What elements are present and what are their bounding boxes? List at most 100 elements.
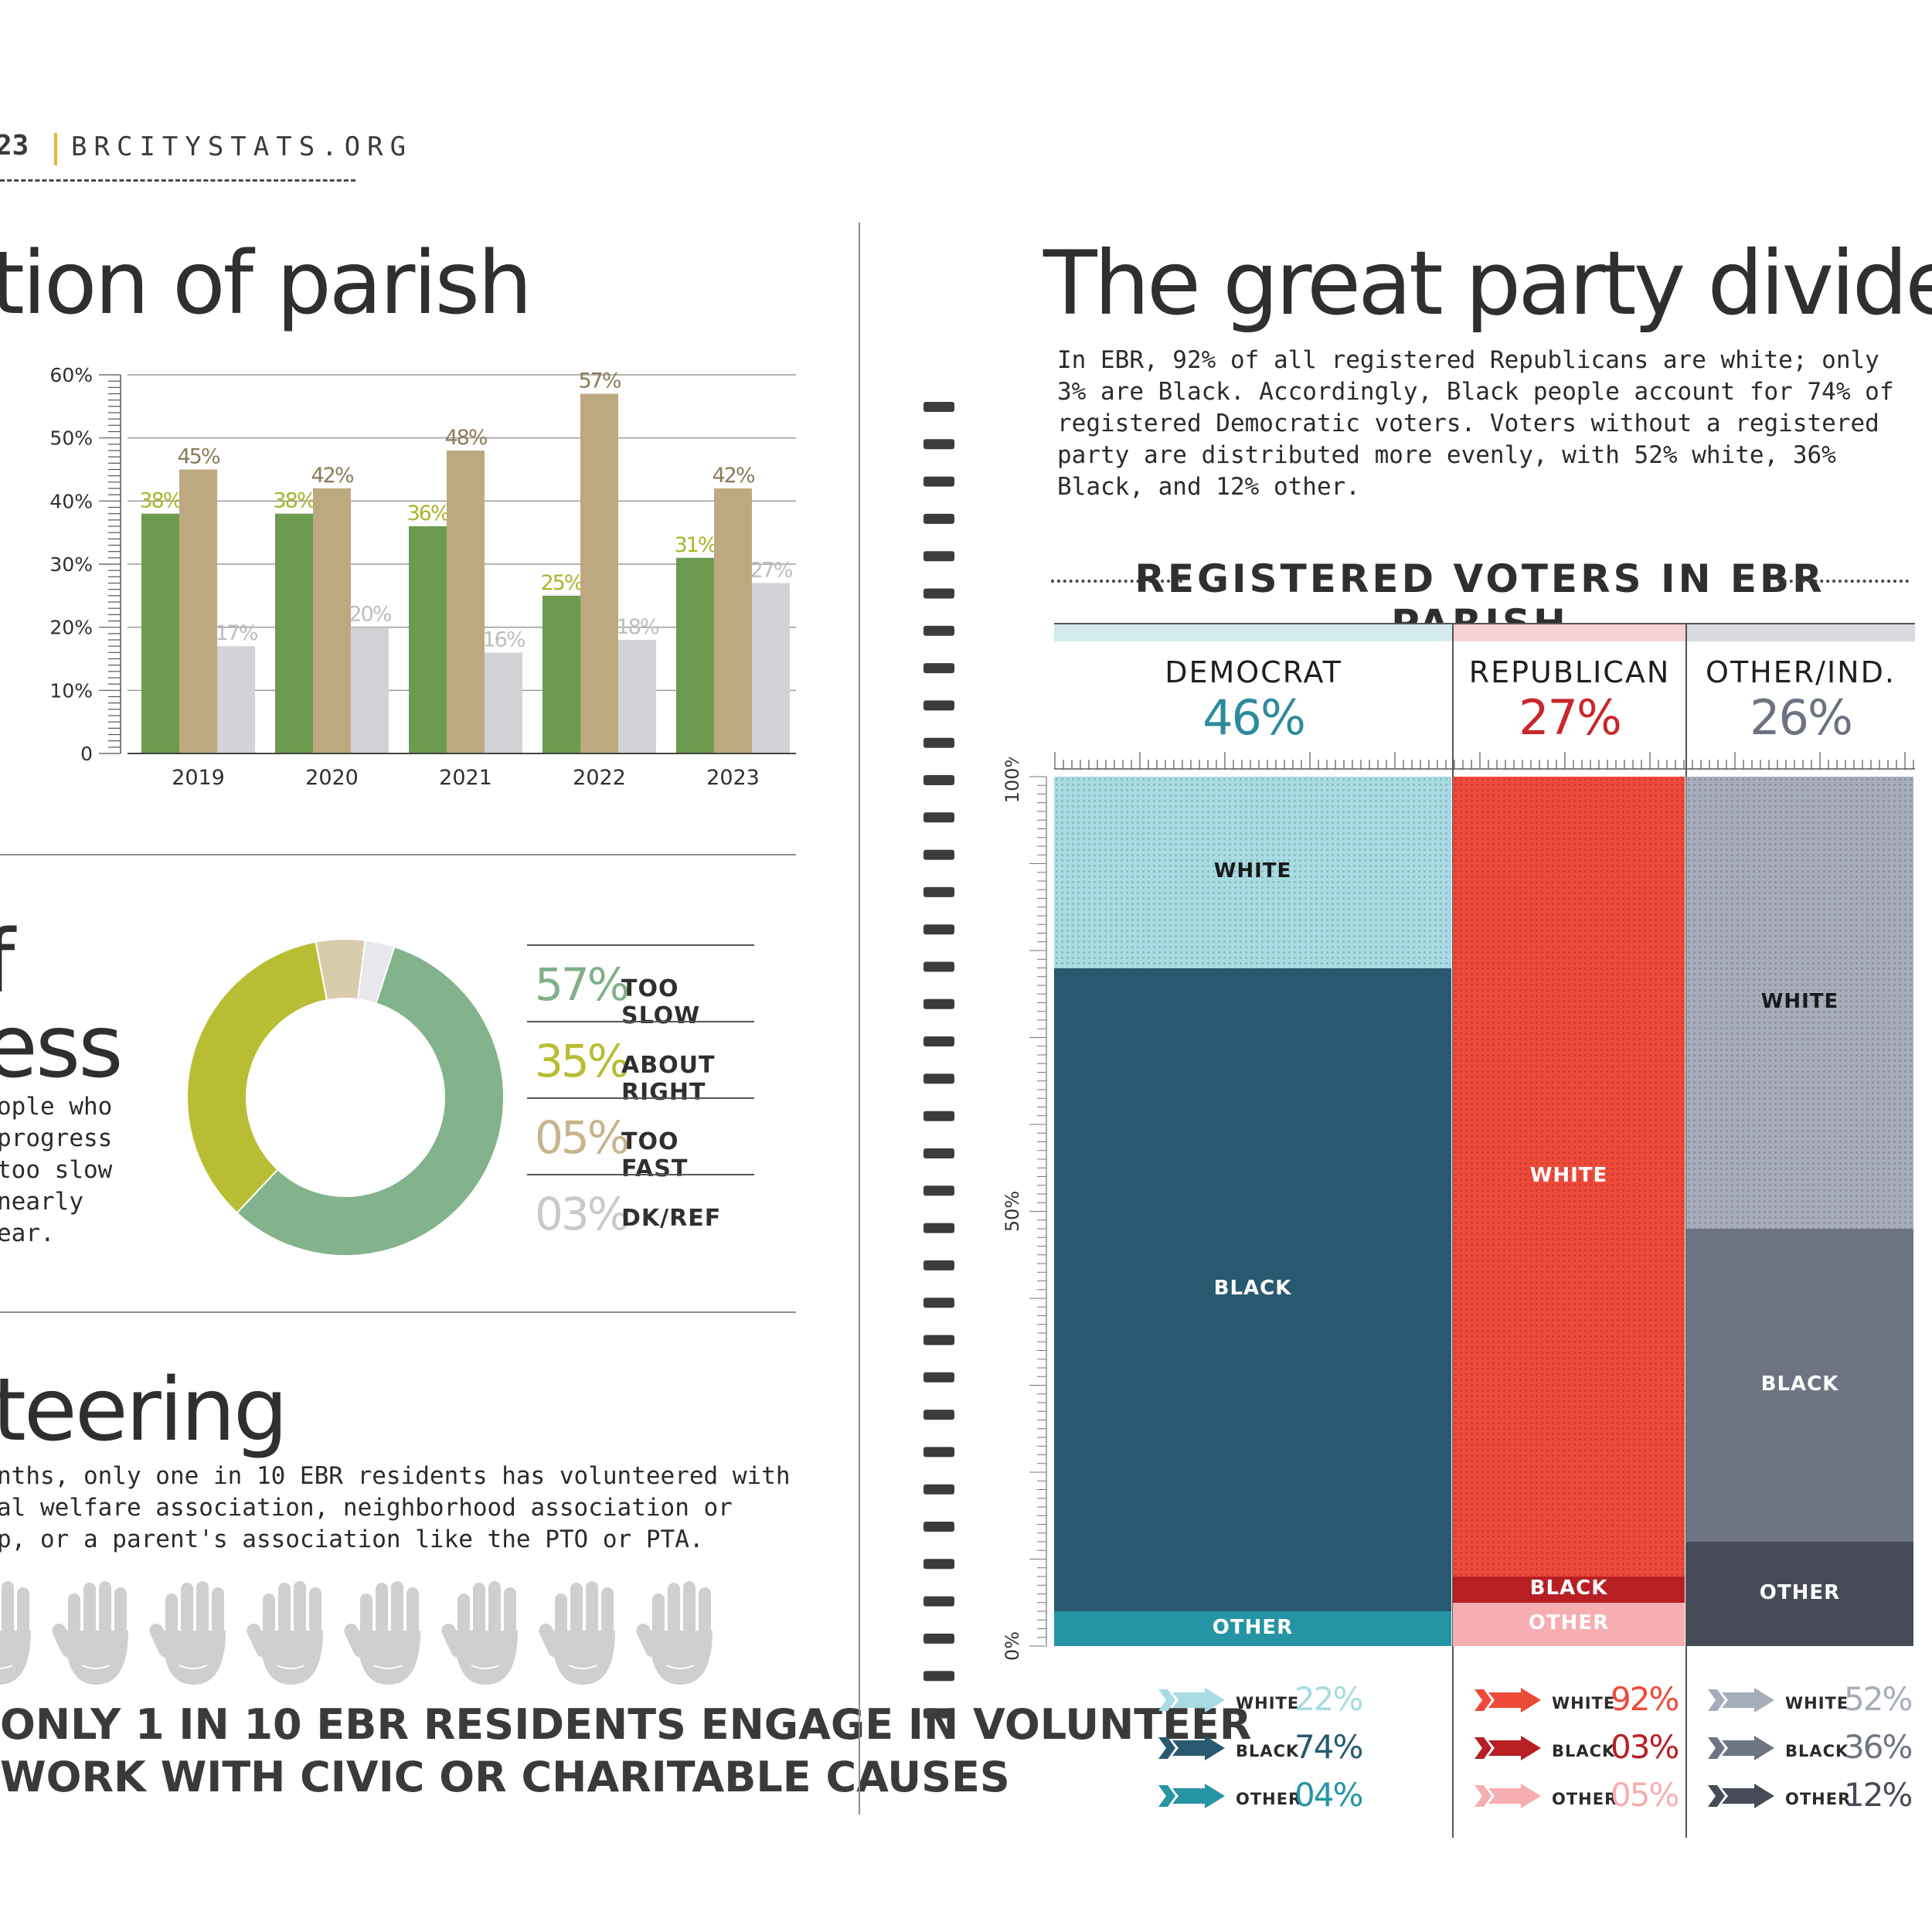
arrow-icon (1475, 1688, 1541, 1713)
legend-entry-name: BLACK (1552, 1742, 1616, 1760)
body-line: registered Democratic voters. Voters wit… (1057, 410, 1879, 437)
bar-value-label: 31% (674, 533, 716, 557)
bar (179, 469, 217, 753)
stacked-segment: OTHER (1686, 1542, 1913, 1646)
binding-rung (923, 924, 954, 935)
party-name: REPUBLICAN (1468, 655, 1671, 689)
binding-rung (923, 961, 954, 972)
legend-entry-value: 03% (1611, 1728, 1679, 1766)
binding-rung (923, 1111, 954, 1121)
y-tick-label: 0 (80, 743, 93, 765)
arrow-icon (1158, 1688, 1225, 1713)
title-dots-right (1777, 580, 1909, 583)
bar-value-label: 36% (406, 502, 449, 526)
y-tick-label: 40% (49, 490, 93, 512)
party-share: 27% (1519, 689, 1622, 746)
page-gutter-line (859, 223, 860, 1815)
hands-illustration (0, 1581, 713, 1685)
body-line: too slow (0, 1156, 113, 1184)
segment-label: BLACK (1213, 1276, 1292, 1300)
hand-palm (357, 1631, 420, 1685)
legend-entry: WHITE 52% (1708, 1677, 1913, 1722)
legend-row: 35% ABOUT RIGHT (527, 1021, 754, 1106)
binding-rung (923, 1671, 954, 1682)
legend-entry: WHITE 92% (1475, 1677, 1679, 1722)
voter-y-tick-label: 0% (1002, 1631, 1023, 1661)
volunteer-statement-line1: ONLY 1 IN 10 EBR RESIDENTS ENGAGE IN VOL… (0, 1700, 1252, 1749)
hand-icon (149, 1581, 226, 1685)
bar (313, 488, 351, 753)
bar (447, 451, 485, 753)
binding-rung (923, 1372, 954, 1383)
section-divider (0, 1311, 796, 1313)
hand-finger (683, 1581, 696, 1643)
x-tick-label: 2022 (573, 766, 626, 790)
bar (676, 557, 714, 753)
binding-rung (923, 700, 954, 711)
party-top-strip (1054, 624, 1453, 641)
binding-rung (923, 1335, 954, 1345)
legend-percent: 57% (535, 958, 630, 1011)
legend-entry-name: WHITE (1552, 1694, 1616, 1713)
legend-entry-name: WHITE (1785, 1694, 1849, 1713)
binding-rung (923, 402, 954, 412)
body-line: nearly (0, 1188, 83, 1216)
legend-entry-value: 04% (1294, 1776, 1363, 1814)
bar (580, 393, 618, 753)
arrow-shape (1708, 1736, 1774, 1760)
hand-finger (196, 1581, 209, 1643)
binding-rung (923, 1633, 954, 1644)
party-header: DEMOCRAT 46% (1054, 655, 1453, 746)
segment-label: WHITE (1529, 1163, 1608, 1187)
legend-entry: OTHER 12% (1708, 1773, 1913, 1818)
legend-entry-name: BLACK (1236, 1742, 1300, 1760)
right-body: In EBR, 92% of all registered Republican… (1057, 345, 1894, 503)
legend-entry: WHITE 22% (1158, 1677, 1363, 1722)
legend-entry-value: 05% (1611, 1776, 1679, 1814)
hand-finger (376, 1583, 388, 1645)
stacked-segment: BLACK (1686, 1229, 1913, 1542)
legend-entry-name: OTHER (1236, 1790, 1302, 1808)
body-line: ear. (0, 1219, 55, 1247)
hand-finger (570, 1583, 583, 1645)
bar-value-label: 18% (616, 615, 658, 639)
bar-value-label: 42% (311, 464, 353, 488)
legend-entry-value: 36% (1844, 1728, 1913, 1766)
binding-rung (923, 998, 954, 1009)
body-line: Black, and 12% other. (1057, 473, 1360, 501)
binding-rung (923, 625, 954, 636)
bar (275, 513, 313, 753)
hand-palm (65, 1631, 128, 1685)
legend-label: ABOUT RIGHT (621, 1052, 716, 1106)
section3-title: teering (0, 1360, 288, 1461)
hand-finger (278, 1583, 291, 1645)
stacked-segment: WHITE (1054, 777, 1451, 968)
stacked-segment: OTHER (1453, 1602, 1685, 1646)
bar-value-label: 16% (482, 628, 525, 651)
binding-rung (923, 775, 954, 785)
arrow-icon (1708, 1688, 1774, 1713)
voter-y-tick-label: 50% (1002, 1191, 1023, 1232)
body-line: In EBR, 92% of all registered Republican… (1057, 346, 1879, 374)
legend-entry-name: WHITE (1236, 1694, 1300, 1713)
legend-percent: 35% (535, 1035, 630, 1087)
bar (485, 652, 522, 753)
body-line: 3% are Black. Accordingly, Black people … (1057, 378, 1894, 406)
legend-row: 05% TOO FAST (527, 1097, 754, 1182)
hand-crease (179, 1665, 208, 1669)
voter-top-rule (1054, 623, 1915, 624)
binding-rung (923, 476, 954, 487)
volunteer-statement-line2: WORK WITH CIVIC OR CHARITABLE CAUSES (0, 1753, 1010, 1801)
binding-rung (923, 886, 954, 897)
donut-chart (186, 938, 505, 1257)
body-line: ople who (0, 1093, 113, 1121)
binding-rung (923, 588, 954, 599)
binding-rung (923, 439, 954, 450)
binding-rung (923, 1410, 954, 1420)
legend-entry-name: OTHER (1552, 1790, 1618, 1808)
arrow-icon (1158, 1736, 1225, 1760)
binding-rung (923, 1484, 954, 1495)
header-ruler (1054, 752, 1915, 770)
header-site[interactable]: BRCITYSTATS.ORG (71, 131, 413, 162)
x-tick-label: 2019 (172, 766, 225, 790)
